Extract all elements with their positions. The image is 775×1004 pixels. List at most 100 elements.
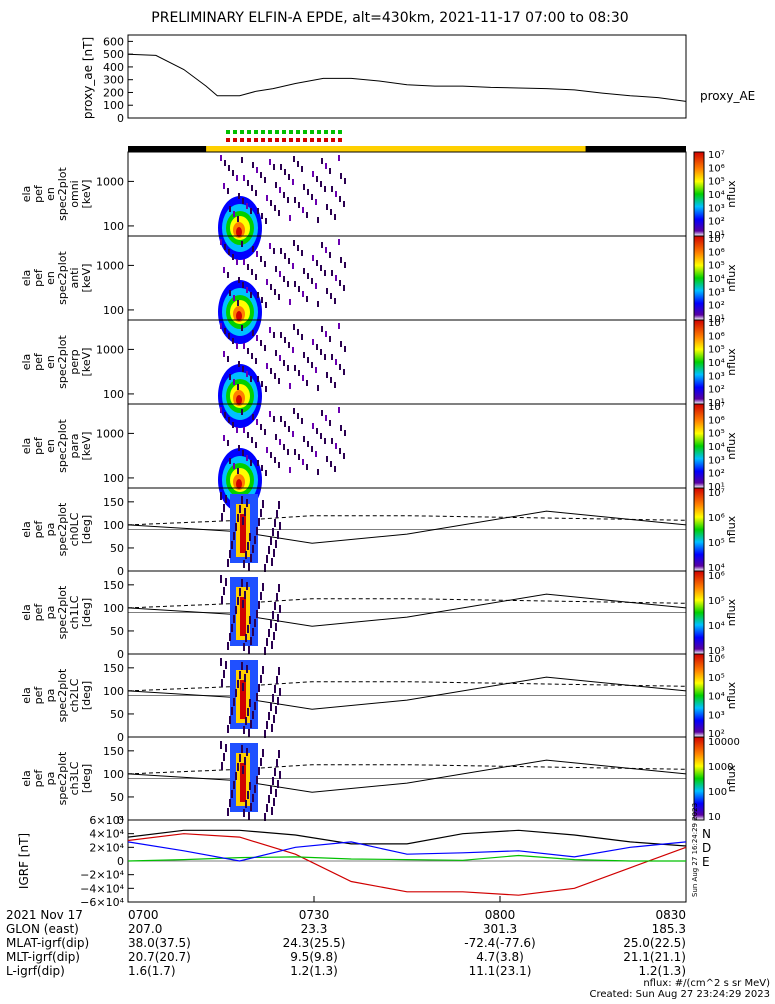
- pitch-speckle: [276, 510, 278, 518]
- x-row-value: 1.6(1.7): [128, 964, 176, 978]
- pitch-speckle: [233, 532, 235, 540]
- pitch-speckle: [268, 712, 270, 720]
- spectrum-speckle: [311, 194, 313, 200]
- spectrum-speckle: [338, 155, 340, 161]
- spectrum-speckle: [324, 270, 326, 276]
- x-row-label: MLAT-igrf(dip): [6, 936, 89, 950]
- spectrum-speckle: [288, 426, 290, 432]
- pitch-speckle: [229, 716, 231, 724]
- pitch-speckle: [239, 505, 241, 513]
- panel-label: en: [44, 271, 57, 285]
- panel-label: pef: [32, 352, 45, 371]
- pitch-speckle: [271, 807, 273, 815]
- pitch-speckle: [231, 624, 233, 632]
- spectrum-speckle: [238, 193, 240, 199]
- pitch-speckle: [221, 513, 223, 521]
- spectrum-speckle: [252, 414, 254, 420]
- y-tick-label: 4×10⁴: [89, 828, 124, 841]
- panel-label: spec2plot: [56, 668, 69, 722]
- colorbar-tick-label: 10⁵: [708, 596, 725, 607]
- pitch-speckle: [278, 584, 280, 592]
- pitch-speckle: [239, 754, 241, 762]
- pitch-speckle: [264, 647, 266, 655]
- spectrum-speckle: [312, 423, 314, 429]
- spectrum-speckle: [311, 362, 313, 368]
- colorbar-tick-label: 10⁷: [708, 150, 725, 161]
- status-dot-red: [317, 138, 321, 142]
- colorbar-tick-label: 10⁷: [708, 488, 725, 499]
- spectrum-speckle: [256, 251, 258, 257]
- spectrum-speckle: [292, 347, 294, 353]
- pitch-speckle: [272, 777, 274, 785]
- spectrum-speckle: [265, 470, 267, 476]
- pitch-speckle: [248, 812, 250, 820]
- panel-label: spec2plot: [56, 502, 69, 556]
- spectrum-speckle: [265, 302, 267, 308]
- pitch-speckle: [270, 703, 272, 711]
- spectrum-speckle: [343, 201, 345, 207]
- pitch-speckle: [246, 499, 248, 507]
- status-dot-green: [338, 130, 342, 134]
- status-dot-red: [289, 138, 293, 142]
- spectrum-speckle: [338, 407, 340, 413]
- spectrum-speckle: [324, 438, 326, 444]
- pitch-speckle: [220, 575, 222, 583]
- spectrum-core: [236, 479, 242, 489]
- spectrum-speckle: [302, 459, 304, 465]
- spectrum-speckle: [312, 339, 314, 345]
- pitch-speckle: [221, 596, 223, 604]
- panel-label: ch0LC: [68, 512, 81, 546]
- pitch-speckle: [254, 536, 256, 544]
- pitch-speckle: [223, 753, 225, 761]
- colorbar-tick-label: 10⁵: [708, 345, 725, 356]
- pitch-speckle: [223, 670, 225, 678]
- pitch-speckle: [221, 762, 223, 770]
- colorbar-tick-label: 10²: [708, 385, 725, 396]
- spectrum-speckle: [298, 454, 300, 460]
- spectrum-speckle: [325, 331, 327, 337]
- status-dot-red: [226, 138, 230, 142]
- status-dot-red: [296, 138, 300, 142]
- spectrum-speckle: [287, 281, 289, 287]
- spectrum-speckle: [257, 292, 259, 298]
- spectrum-speckle: [273, 332, 275, 338]
- spectrum-speckle: [278, 462, 280, 468]
- pitch-speckle: [223, 504, 225, 512]
- pitch-block: [240, 597, 246, 636]
- status-dot-red: [338, 138, 342, 142]
- spectrum-speckle: [301, 250, 303, 256]
- pitch-speckle: [247, 708, 249, 716]
- pitch-speckle: [264, 813, 266, 821]
- panel-label: [deg]: [80, 764, 93, 793]
- spectrum-speckle: [232, 422, 234, 428]
- y-tick-label: −4×10⁴: [80, 882, 124, 895]
- x-row-value: 24.3(25.5): [283, 936, 346, 950]
- y-tick-label: 1000: [96, 259, 124, 272]
- spectrum-speckle: [260, 172, 262, 178]
- colorbar-label: nflux: [725, 515, 738, 543]
- spectrum-speckle: [326, 456, 328, 462]
- spectrum-speckle: [257, 460, 259, 466]
- pitch-speckle: [276, 593, 278, 601]
- y-tick-label: 150: [103, 579, 124, 592]
- pitch-speckle: [225, 578, 227, 586]
- spectrum-speckle: [320, 265, 322, 271]
- panel-label: para: [68, 434, 81, 459]
- pitch-speckle: [266, 555, 268, 563]
- spectrum-speckle: [279, 187, 281, 193]
- spectrum-speckle: [247, 348, 249, 354]
- spectrum-speckle: [241, 241, 243, 247]
- x-row-label: MLT-igrf(dip): [6, 950, 80, 964]
- pitch-speckle: [277, 697, 279, 705]
- spectrum-speckle: [293, 324, 295, 330]
- spectrum-speckle: [224, 160, 226, 166]
- plot-title: PRELIMINARY ELFIN-A EPDE, alt=430km, 202…: [151, 10, 628, 26]
- spectrum-speckle: [246, 287, 248, 293]
- pitch-speckle: [254, 702, 256, 710]
- energy-panel-frame: [127, 319, 687, 405]
- colorbar-tick-label: 10⁴: [708, 274, 725, 285]
- spectrum-speckle: [273, 248, 275, 254]
- pitch-speckle: [239, 671, 241, 679]
- igrf-series-line: [127, 833, 687, 896]
